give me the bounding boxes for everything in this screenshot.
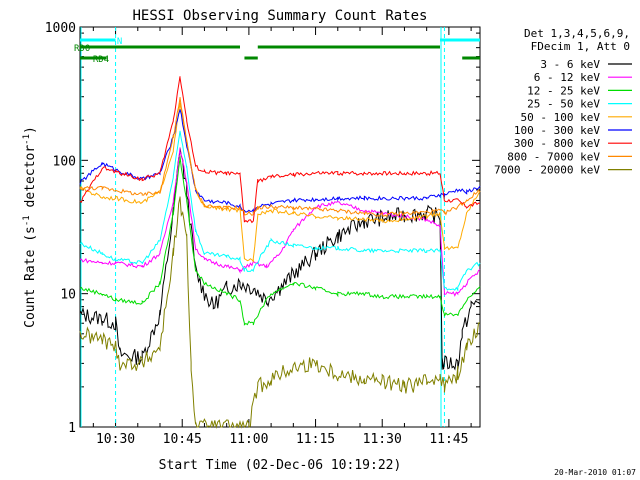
y-tick-label: 1 bbox=[68, 421, 76, 436]
flag-label: RD0 bbox=[74, 44, 90, 54]
series-lines bbox=[79, 76, 481, 429]
series-line-5 bbox=[79, 109, 481, 214]
x-tick-label: 10:45 bbox=[163, 432, 202, 447]
legend-label: 7000 - 20000 keV bbox=[494, 164, 600, 177]
flag-label: N bbox=[117, 37, 122, 47]
y-axis-label-end: ) bbox=[23, 126, 38, 134]
legend-label: 300 - 800 keV bbox=[514, 137, 600, 150]
chart-title: HESSI Observing Summary Count Rates bbox=[132, 8, 427, 24]
legend-label: 50 - 100 keV bbox=[521, 111, 601, 124]
x-tick-label: 11:45 bbox=[429, 432, 468, 447]
x-axis-label: Start Time (02-Dec-06 10:19:22) bbox=[159, 458, 402, 473]
x-tick-label: 11:15 bbox=[296, 432, 335, 447]
y-axis-label-sup2: -1 bbox=[22, 134, 32, 145]
plot-frame bbox=[79, 26, 481, 428]
series-line-8 bbox=[79, 196, 481, 429]
x-tick-label: 10:30 bbox=[96, 432, 135, 447]
y-axis-label-sup1: -1 bbox=[22, 215, 32, 226]
flag-label: RD4 bbox=[93, 55, 109, 65]
legend-label: 800 - 7000 keV bbox=[507, 150, 600, 163]
y-tick-label: 100 bbox=[53, 154, 76, 169]
legend-header-2: FDecim 1, Att 0 bbox=[531, 40, 630, 53]
legend-label: 100 - 300 keV bbox=[514, 124, 600, 137]
series-line-1 bbox=[80, 147, 481, 297]
legend-label: 3 - 6 keV bbox=[540, 58, 600, 71]
legend-label: 12 - 25 keV bbox=[527, 84, 600, 97]
legend: Det 1,3,4,5,6,9, FDecim 1, Att 0 3 - 6 k… bbox=[494, 27, 632, 177]
timestamp: 20-Mar-2010 01:07 bbox=[554, 468, 636, 477]
series-line-6 bbox=[79, 76, 481, 224]
y-axis-label: Count Rate (s-1 detector-1) bbox=[22, 126, 38, 328]
y-axis-label-mid: detector bbox=[23, 145, 38, 216]
y-tick-label: 10 bbox=[60, 288, 76, 303]
series-line-2 bbox=[79, 156, 481, 326]
night-lines bbox=[80, 27, 445, 427]
series-line-0 bbox=[79, 147, 481, 371]
series-line-4 bbox=[79, 102, 481, 263]
legend-label: 25 - 50 keV bbox=[527, 98, 600, 111]
y-axis-label-main: Count Rate (s bbox=[23, 226, 38, 328]
series-line-7 bbox=[79, 97, 481, 218]
legend-header-1: Det 1,3,4,5,6,9, bbox=[524, 27, 630, 40]
x-tick-label: 11:00 bbox=[229, 432, 268, 447]
series-line-3 bbox=[79, 130, 481, 292]
x-tick-label: 11:30 bbox=[363, 432, 402, 447]
y-tick-label: 1000 bbox=[45, 21, 76, 36]
legend-label: 6 - 12 keV bbox=[534, 71, 601, 84]
